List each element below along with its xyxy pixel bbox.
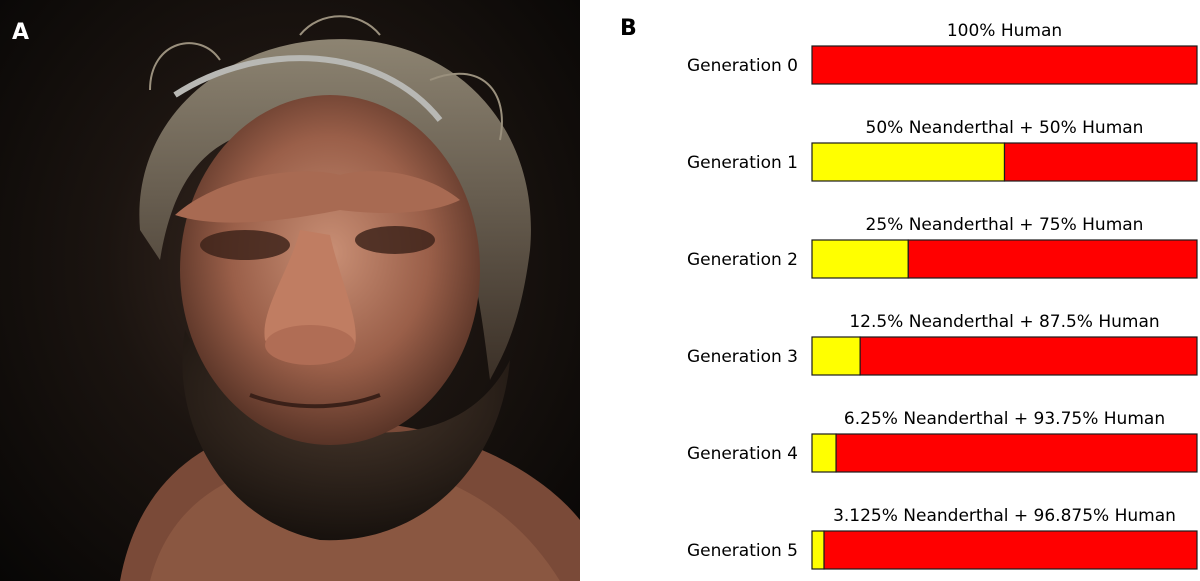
generation-label: Generation 3 xyxy=(687,347,798,367)
human-segment xyxy=(1003,142,1198,182)
human-segment xyxy=(835,433,1198,473)
neanderthal-segment xyxy=(811,433,837,473)
bar-title: 12.5% Neanderthal + 87.5% Human xyxy=(849,312,1159,332)
photo-panel: A xyxy=(0,0,580,581)
bar-title: 100% Human xyxy=(947,21,1062,41)
generation-label: Generation 5 xyxy=(687,541,798,561)
human-segment xyxy=(823,530,1198,570)
panel-letter-a: A xyxy=(12,20,30,45)
neanderthal-photo xyxy=(120,15,580,581)
human-segment xyxy=(907,239,1198,279)
generation-label: Generation 4 xyxy=(687,444,798,464)
generation-label: Generation 0 xyxy=(687,56,798,76)
generation-chart-panel: 100% Human Generation 0 50% Neanderthal + … xyxy=(600,0,1200,581)
neanderthal-segment xyxy=(811,142,1006,182)
neanderthal-segment xyxy=(811,239,909,279)
neanderthal-segment xyxy=(811,336,861,376)
human-segment xyxy=(859,336,1198,376)
bar-title: 50% Neanderthal + 50% Human xyxy=(866,118,1144,138)
bar-title: 3.125% Neanderthal + 96.875% Human xyxy=(833,506,1176,526)
panel-letter-b: B xyxy=(620,16,637,41)
generation-label: Generation 1 xyxy=(687,153,798,173)
neanderthal-segment xyxy=(811,530,825,570)
human-segment xyxy=(811,45,1198,85)
generation-label: Generation 2 xyxy=(687,250,798,270)
bar-title: 6.25% Neanderthal + 93.75% Human xyxy=(844,409,1165,429)
bar-title: 25% Neanderthal + 75% Human xyxy=(866,215,1144,235)
ancestry-stacked-bar-chart: 100% Human Generation 0 50% Neanderthal + … xyxy=(687,21,1198,570)
